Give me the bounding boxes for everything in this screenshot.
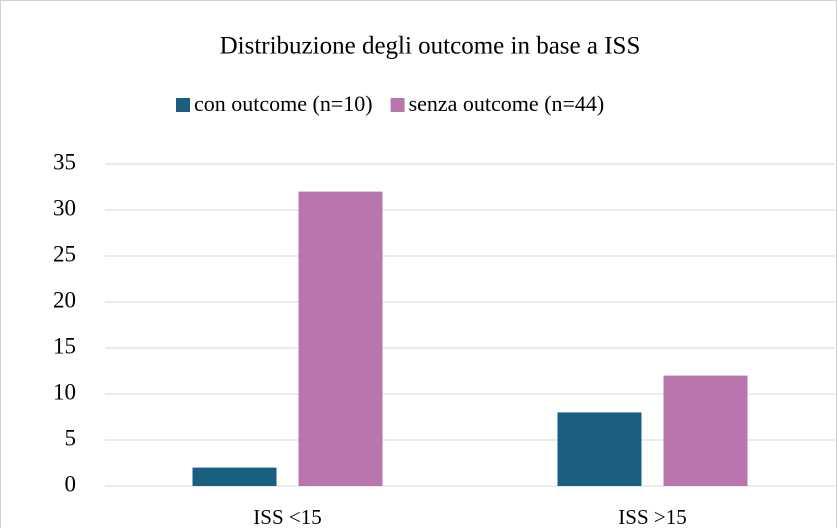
y-tick-label: 20 (53, 287, 76, 312)
legend-label: con outcome (n=10) (194, 91, 373, 116)
y-tick-label: 10 (53, 379, 76, 404)
y-tick-label: 25 (53, 241, 76, 266)
y-tick-label: 30 (53, 195, 76, 220)
y-tick-label: 35 (53, 149, 76, 174)
bar (663, 375, 748, 486)
bar (192, 467, 277, 486)
legend-swatch (390, 98, 405, 112)
y-tick-label: 15 (53, 333, 76, 358)
y-tick-label: 5 (65, 425, 77, 450)
legend-label: senza outcome (n=44) (409, 91, 605, 116)
bar (557, 412, 642, 486)
bar (298, 191, 383, 486)
x-tick-label: ISS <15 (253, 505, 321, 528)
y-tick-label: 0 (65, 471, 77, 496)
legend-swatch (176, 98, 190, 112)
x-tick-label: ISS >15 (618, 505, 686, 528)
chart-title: Distribuzione degli outcome in base a IS… (220, 33, 641, 60)
